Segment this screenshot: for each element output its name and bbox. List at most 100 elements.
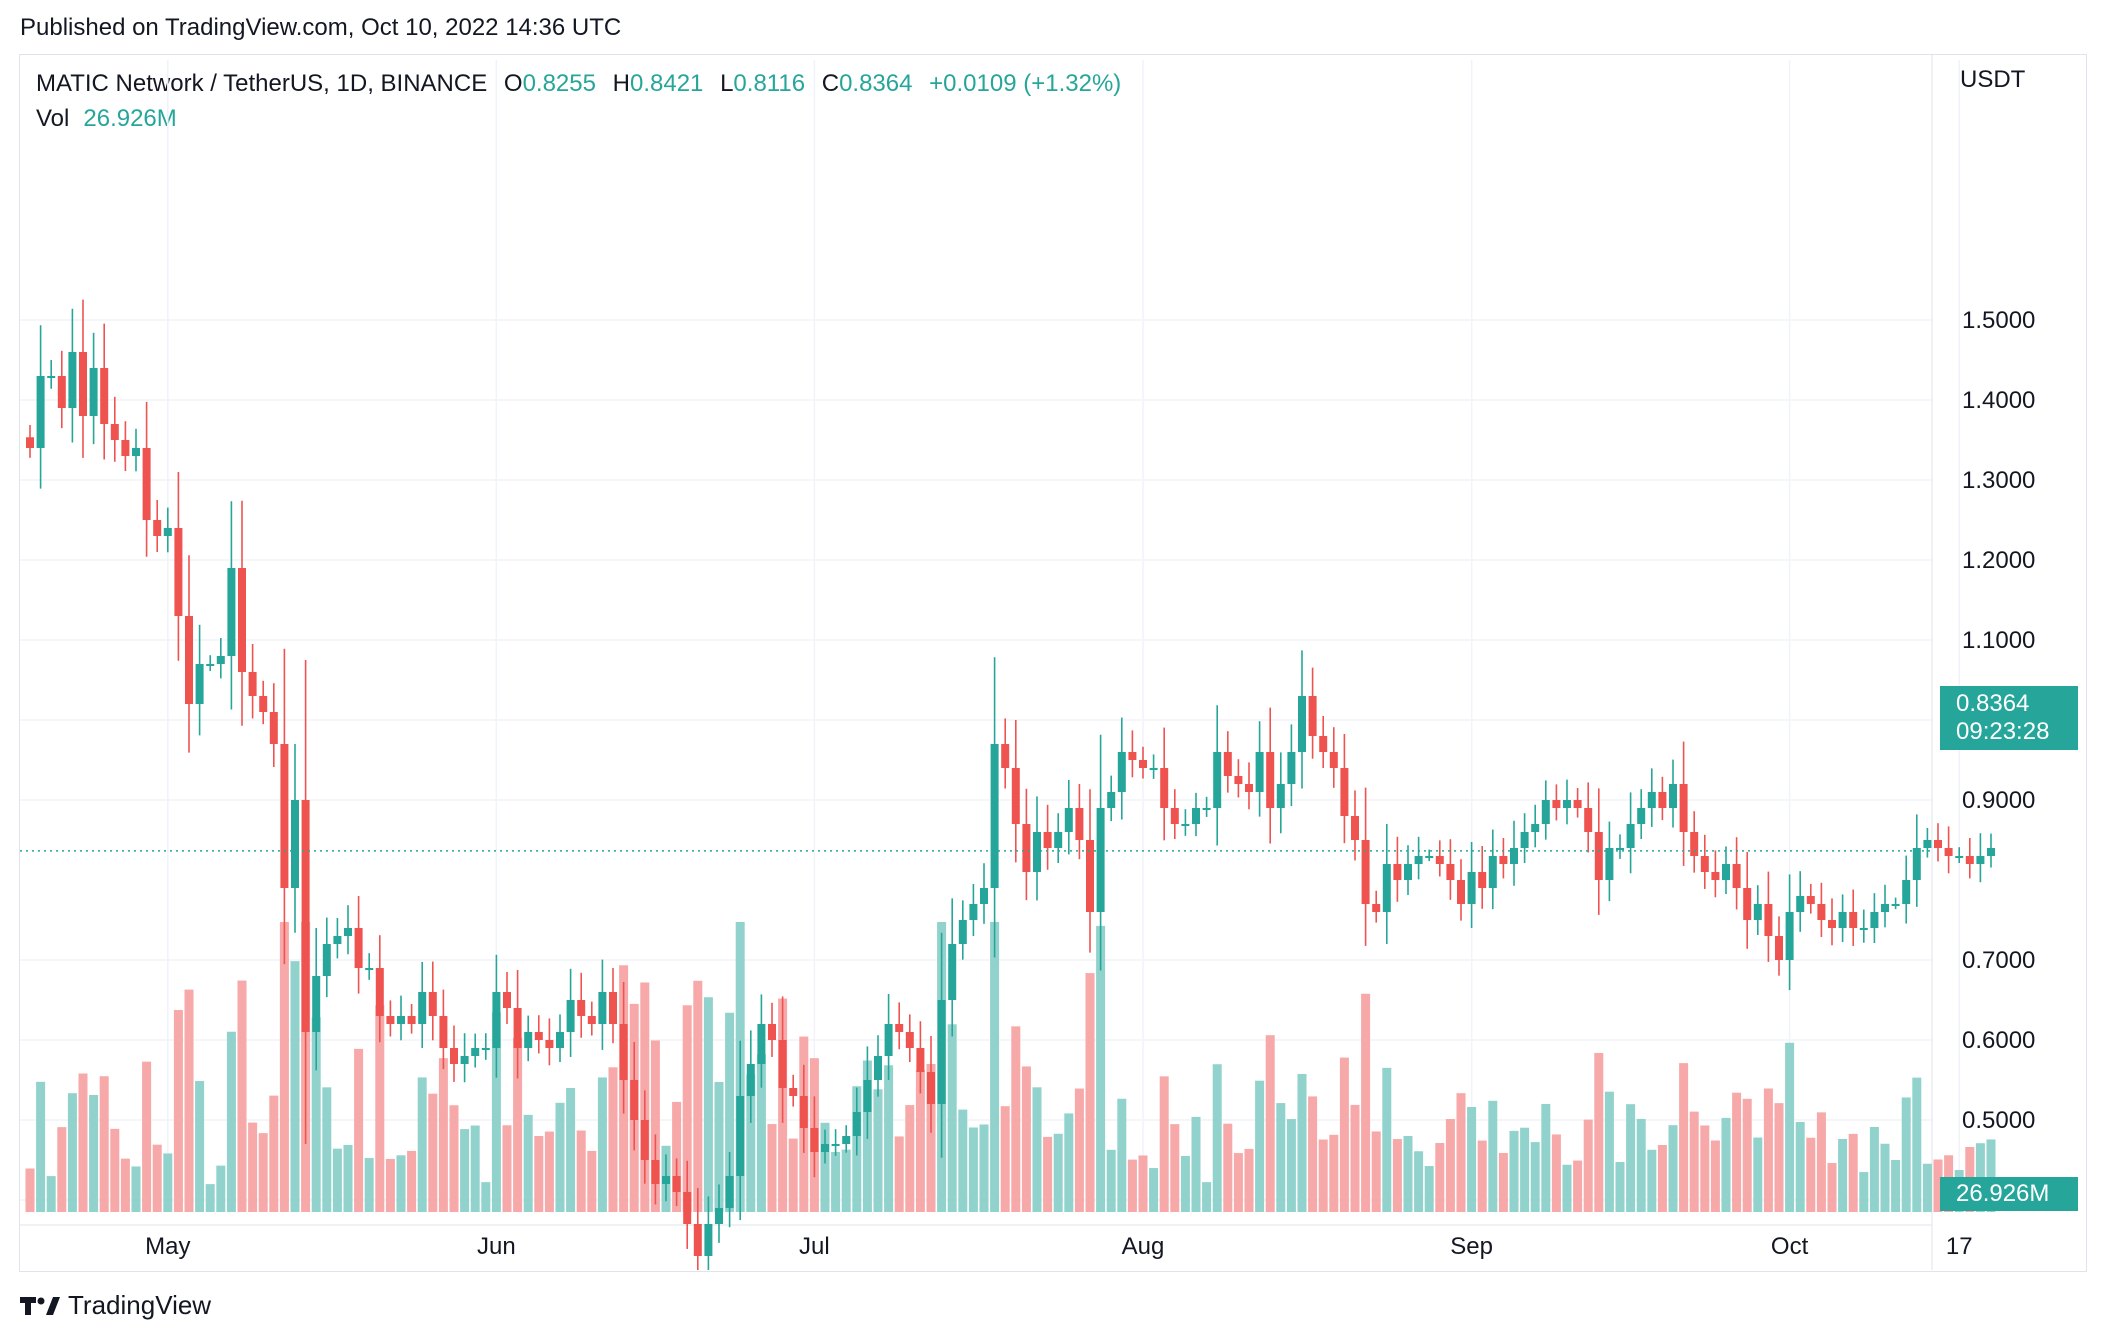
high-label: H <box>612 70 630 97</box>
candle-body <box>1552 800 1561 808</box>
candle-body <box>821 1144 829 1152</box>
volume-bar <box>1551 1134 1561 1212</box>
volume-label[interactable]: Vol <box>36 105 70 132</box>
volume-bar <box>1848 1133 1858 1212</box>
volume-bar <box>375 1005 385 1212</box>
candle-body <box>1393 864 1402 880</box>
candlestick-chart[interactable]: 1.50001.40001.30001.20001.10001.00000.90… <box>0 0 2106 1270</box>
candle-body <box>863 1080 872 1112</box>
volume-bar <box>756 1054 766 1212</box>
candle-body <box>1128 752 1137 760</box>
volume-bar <box>1647 1149 1657 1212</box>
candle-body <box>852 1112 861 1136</box>
volume-bar <box>142 1061 152 1212</box>
candle-body <box>1637 808 1646 824</box>
volume-bar <box>491 1012 501 1212</box>
candle-body <box>980 888 988 904</box>
candle-body <box>1955 856 1964 858</box>
candle-body <box>693 1224 702 1256</box>
volume-bar <box>513 1037 523 1212</box>
symbol-label[interactable]: MATIC Network / TetherUS, 1D, BINANCE <box>36 70 488 97</box>
time-tick-label: Sep <box>1450 1233 1493 1260</box>
volume-bar <box>1816 1112 1826 1212</box>
volume-bar <box>1488 1100 1498 1212</box>
volume-bar <box>269 1095 279 1212</box>
candle-body <box>513 1008 522 1048</box>
candle-body <box>481 1048 490 1050</box>
candle-body <box>227 568 236 656</box>
candle-body <box>1011 768 1020 824</box>
candle-body <box>1213 752 1222 808</box>
volume-bar <box>788 1138 798 1212</box>
candle-body <box>1192 808 1200 824</box>
candle-body <box>746 1064 755 1096</box>
price-tick-label: 1.5000 <box>1962 307 2035 334</box>
candle-body <box>1817 904 1826 920</box>
candle-body <box>566 1000 575 1032</box>
volume-bar <box>407 1150 417 1212</box>
candle-body <box>1329 752 1338 768</box>
volume-bar <box>481 1182 491 1212</box>
volume-bar <box>1732 1092 1742 1212</box>
candle-body <box>418 992 427 1024</box>
candle-body <box>386 1016 395 1024</box>
candle-body <box>1849 912 1858 928</box>
candle-body <box>1181 824 1190 826</box>
volume-bar <box>1212 1064 1222 1212</box>
volume-bar <box>544 1131 554 1212</box>
candle-body <box>810 1128 819 1152</box>
volume-bars <box>25 922 1996 1212</box>
volume-bar <box>1742 1098 1752 1212</box>
candle-body <box>715 1208 723 1224</box>
volume-bar <box>1043 1136 1053 1212</box>
volume-bar <box>990 922 1000 1212</box>
volume-bar <box>1753 1137 1763 1212</box>
candle-body <box>619 1024 628 1080</box>
candle-body <box>778 1040 787 1088</box>
volume-bar <box>502 1125 512 1212</box>
candle-body <box>259 696 268 712</box>
candle-body <box>534 1032 543 1040</box>
volume-bar <box>915 1070 925 1212</box>
candle-body <box>1446 864 1455 880</box>
volume-bar <box>216 1165 226 1212</box>
candle-body <box>1743 888 1752 920</box>
volume-bar <box>1361 993 1371 1212</box>
ohlc-legend: MATIC Network / TetherUS, 1D, BINANCE O0… <box>36 70 1131 98</box>
volume-bar <box>1785 1042 1795 1212</box>
volume-tag: 26.926M <box>1940 1177 2078 1211</box>
candle-body <box>990 744 999 888</box>
candle-body <box>524 1032 533 1048</box>
volume-bar <box>1859 1172 1869 1212</box>
candle-body <box>344 928 352 936</box>
candle-body <box>269 712 278 744</box>
volume-bar <box>1233 1153 1243 1212</box>
candle-body <box>1965 856 1974 864</box>
candle-body <box>1934 840 1942 848</box>
volume-bar <box>597 1077 607 1212</box>
volume-bar <box>364 1158 374 1212</box>
volume-bar <box>1318 1139 1328 1212</box>
tradingview-logo[interactable]: TradingView <box>20 1290 211 1321</box>
volume-bar <box>1594 1052 1604 1212</box>
volume-bar <box>1382 1067 1392 1212</box>
candle-body <box>1658 792 1667 808</box>
volume-bar <box>1403 1135 1413 1212</box>
candle-body <box>1669 784 1677 808</box>
candle-body <box>587 1016 596 1024</box>
candle-body <box>397 1016 405 1024</box>
volume-bar <box>1912 1077 1922 1212</box>
volume-bar <box>1710 1140 1720 1212</box>
candle-body <box>1043 832 1052 848</box>
volume-bar <box>1573 1160 1583 1212</box>
volume-bar <box>1838 1139 1848 1212</box>
candle-body <box>132 448 140 456</box>
candle-body <box>725 1176 734 1208</box>
volume-bar <box>1255 1080 1265 1212</box>
candle-body <box>799 1096 808 1128</box>
volume-bar <box>1392 1139 1402 1212</box>
candle-body <box>428 992 437 1016</box>
candle-body <box>492 992 501 1048</box>
volume-bar <box>354 1048 364 1212</box>
candle-body <box>1923 840 1932 848</box>
